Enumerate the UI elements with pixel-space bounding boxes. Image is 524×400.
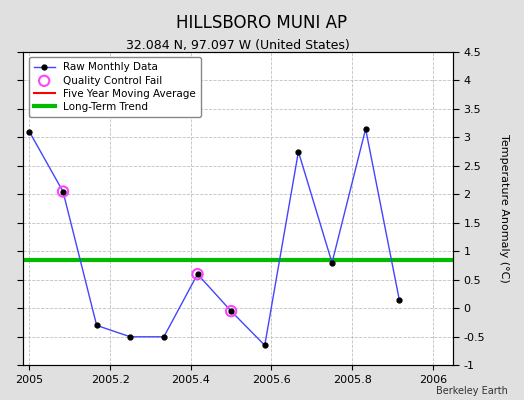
Text: HILLSBORO MUNI AP: HILLSBORO MUNI AP: [177, 14, 347, 32]
Raw Monthly Data: [127, 334, 134, 339]
Raw Monthly Data: [363, 126, 369, 131]
Raw Monthly Data: [60, 189, 66, 194]
Raw Monthly Data: [329, 260, 335, 265]
Quality Control Fail: [59, 188, 67, 195]
Text: Berkeley Earth: Berkeley Earth: [436, 386, 508, 396]
Raw Monthly Data: [396, 297, 402, 302]
Raw Monthly Data: [194, 272, 201, 276]
Legend: Raw Monthly Data, Quality Control Fail, Five Year Moving Average, Long-Term Tren: Raw Monthly Data, Quality Control Fail, …: [28, 57, 201, 117]
Raw Monthly Data: [261, 343, 268, 348]
Raw Monthly Data: [161, 334, 167, 339]
Raw Monthly Data: [93, 323, 100, 328]
Y-axis label: Temperature Anomaly (°C): Temperature Anomaly (°C): [499, 134, 509, 283]
Raw Monthly Data: [295, 149, 301, 154]
Quality Control Fail: [193, 271, 202, 277]
Raw Monthly Data: [26, 129, 32, 134]
Raw Monthly Data: [228, 309, 234, 314]
Line: Raw Monthly Data: Raw Monthly Data: [27, 126, 402, 348]
Title: 32.084 N, 97.097 W (United States): 32.084 N, 97.097 W (United States): [126, 39, 350, 52]
Quality Control Fail: [227, 308, 235, 314]
